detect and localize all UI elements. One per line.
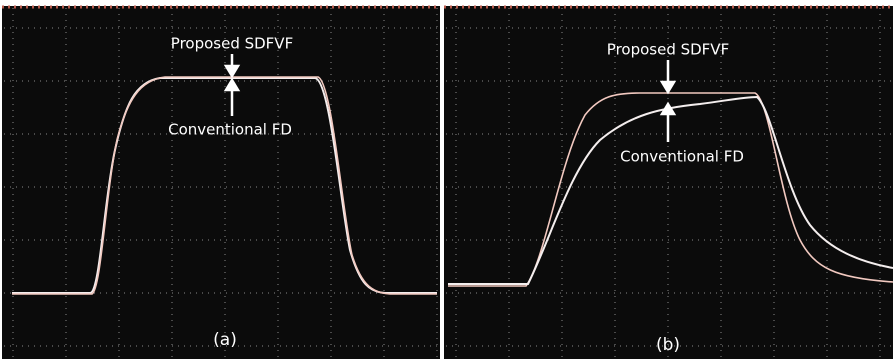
annotation: Conventional FD [168,121,292,139]
panel-label: (b) [656,335,680,355]
oscilloscope-figure: Proposed SDFVF Conventional FD (a) Propo… [0,0,893,361]
screen [2,6,440,359]
annotation: Conventional FD [620,148,744,166]
annotation: Proposed SDFVF [607,41,729,59]
panel-a: Proposed SDFVF Conventional FD (a) [2,6,440,359]
panel-b: Proposed SDFVF Conventional FD (b) [444,6,893,359]
panel-label: (a) [213,330,237,350]
annotation: Proposed SDFVF [171,35,293,53]
